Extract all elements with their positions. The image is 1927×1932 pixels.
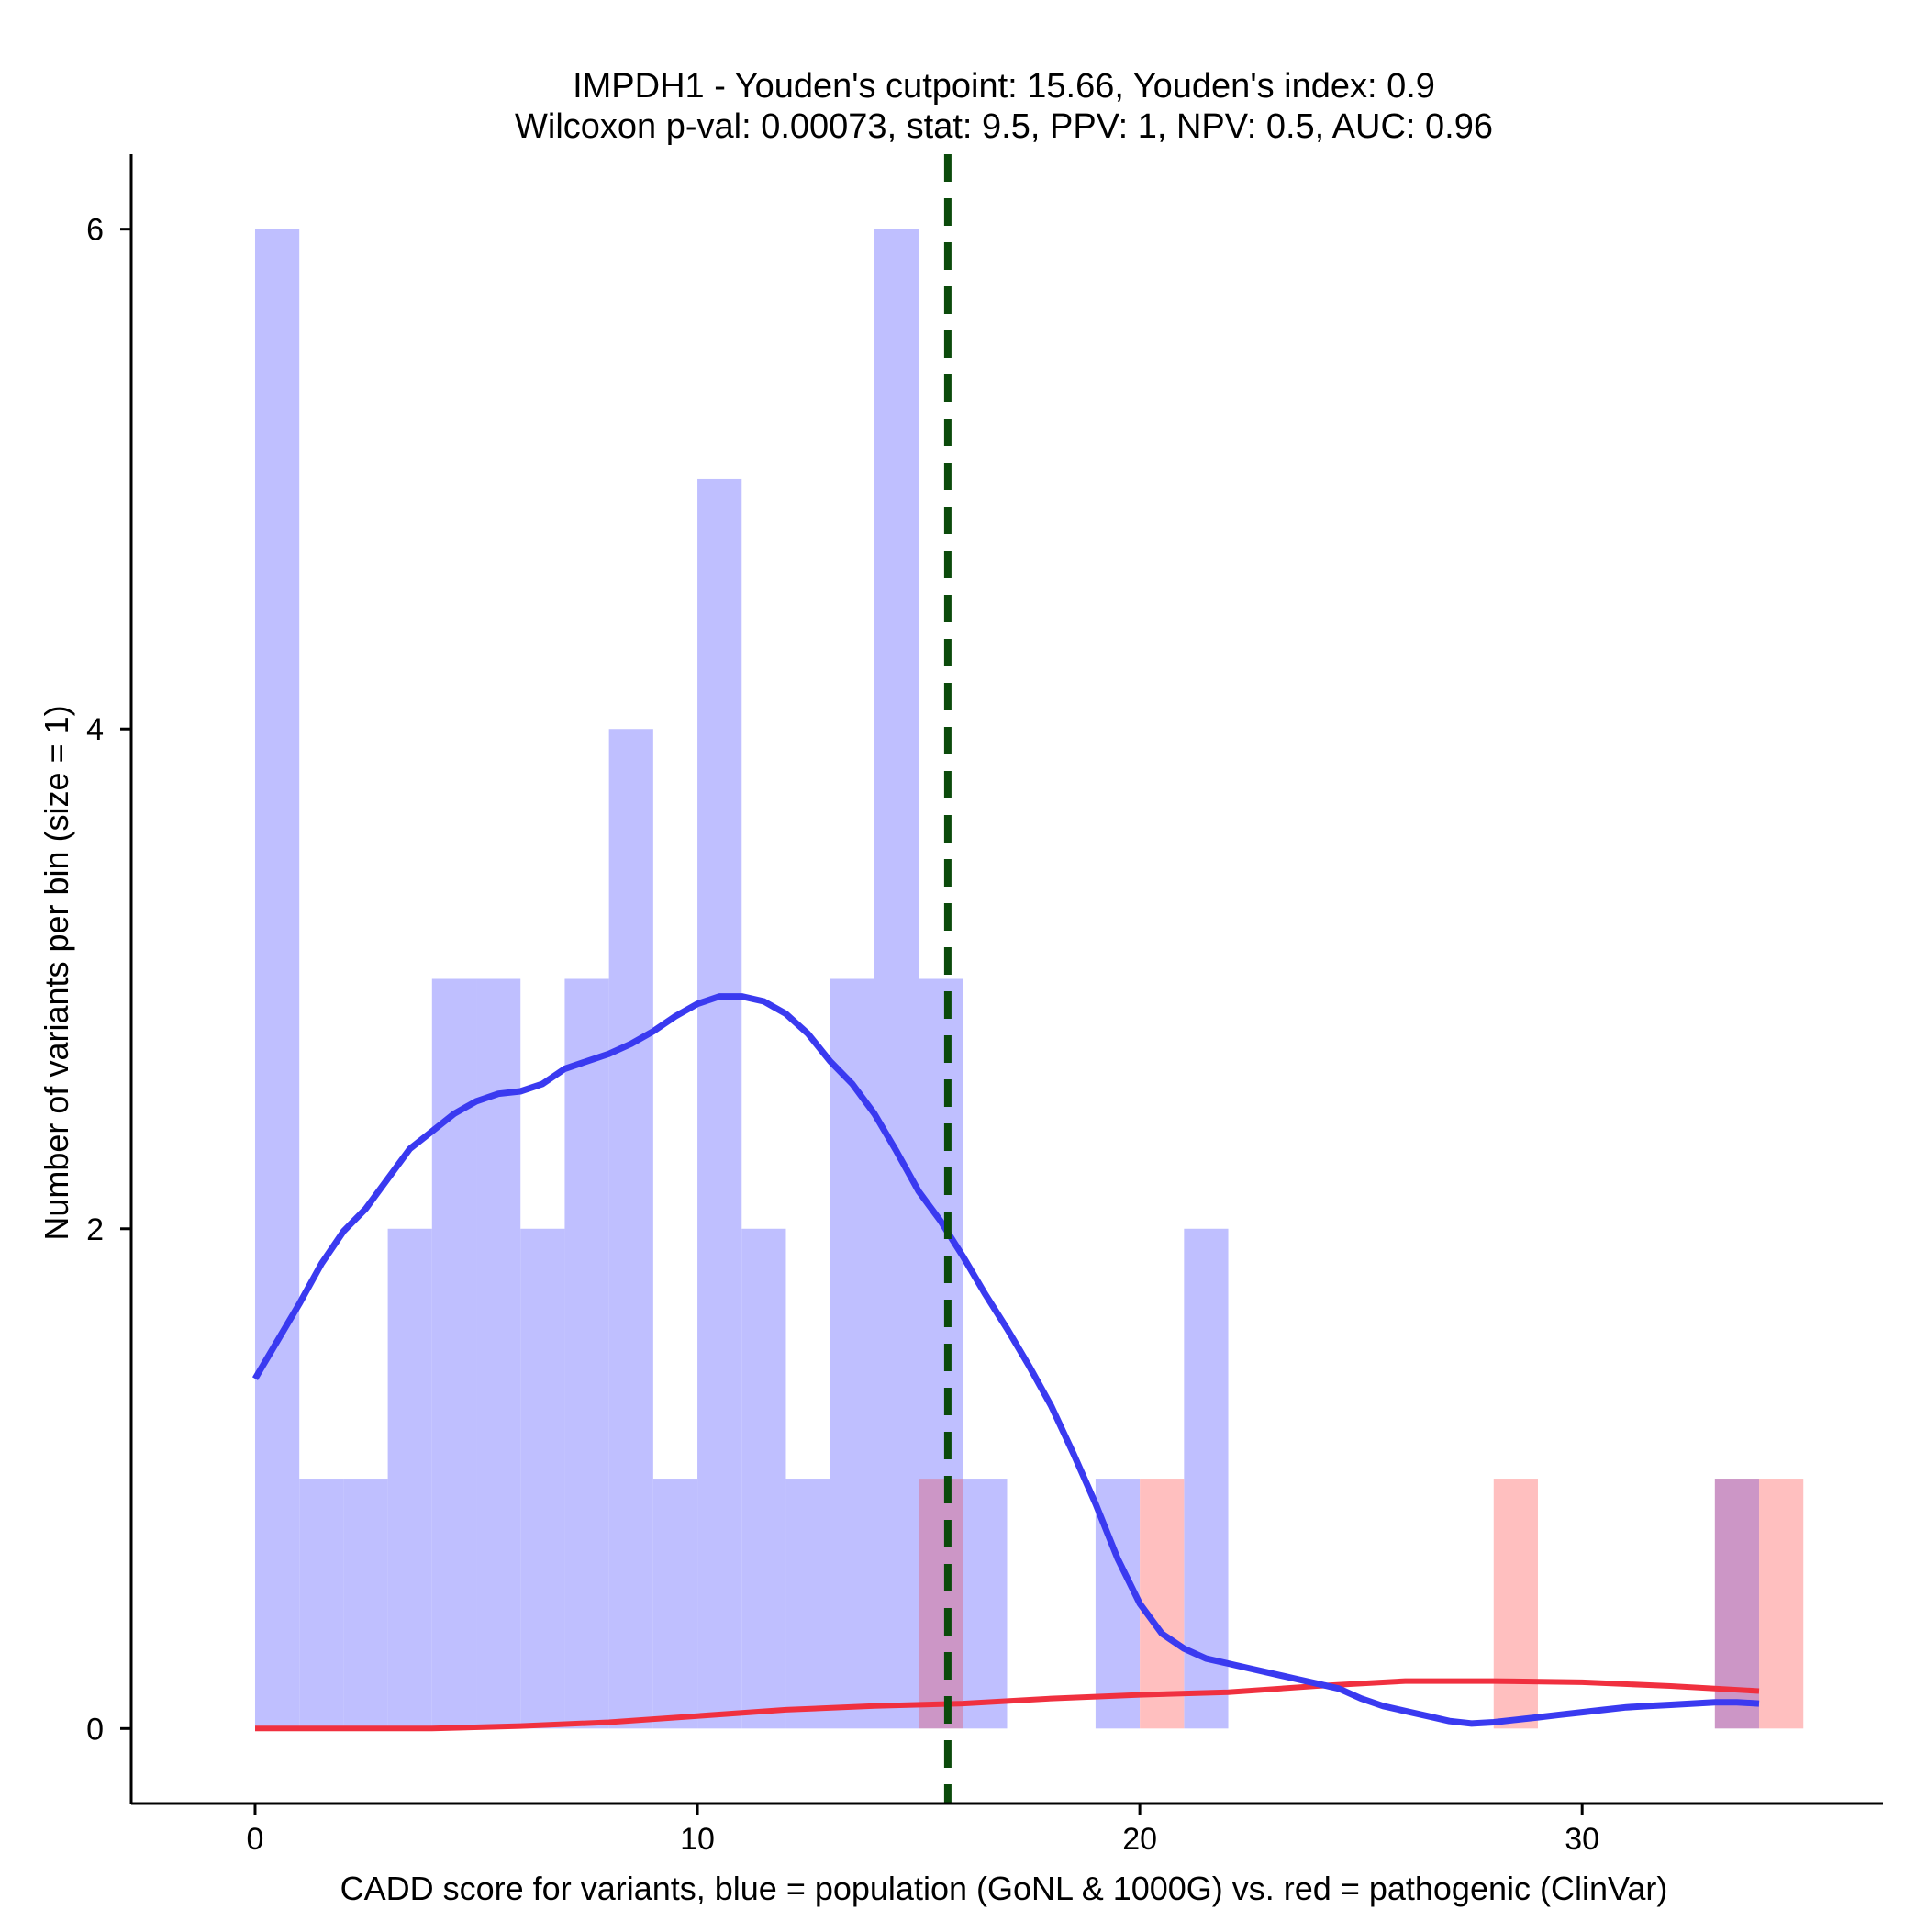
overlap-bar-15: [919, 1479, 964, 1729]
population-bar-12: [785, 1479, 830, 1729]
x-tick-label-30: 30: [1565, 1822, 1599, 1857]
pathogenic-density-line: [255, 1678, 1760, 1732]
x-tick-label-20: 20: [1122, 1822, 1157, 1857]
population-bar-1: [299, 1479, 344, 1729]
y-tick-label-4: 4: [86, 712, 104, 747]
population-bar-11: [741, 1228, 786, 1729]
population-bar-5: [476, 978, 521, 1729]
population-bar-15: [919, 978, 964, 1480]
population-bar-6: [520, 1228, 565, 1729]
y-axis-label: Number of variants per bin (size = 1): [38, 705, 75, 1240]
pathogenic-bar-20: [1140, 1479, 1185, 1729]
population-bar-16: [963, 1479, 1008, 1729]
population-bar-10: [697, 478, 742, 1729]
density-lines-layer: [251, 154, 1760, 1804]
pathogenic-bar-34: [1759, 1479, 1804, 1729]
pathogenic-bar-28: [1493, 1479, 1538, 1729]
bars-layer: [254, 229, 1804, 1729]
population-bar-7: [564, 978, 609, 1729]
population-density-line: [251, 993, 1760, 1727]
population-bar-8: [608, 729, 653, 1729]
x-tick-label-10: 10: [680, 1822, 715, 1857]
x-tick-label-0: 0: [247, 1822, 264, 1857]
population-bar-4: [431, 978, 477, 1729]
chart-subtitle: Wilcoxon p-val: 0.00073, stat: 9.5, PPV:…: [515, 107, 1493, 146]
population-bar-14: [874, 229, 919, 1729]
population-bar-9: [652, 1479, 698, 1729]
axes-layer: [129, 154, 1883, 1805]
population-bar-21: [1184, 1228, 1229, 1729]
x-axis-label: CADD score for variants, blue = populati…: [340, 1870, 1668, 1907]
chart-title: IMPDH1 - Youden's cutpoint: 15.66, Youde…: [573, 67, 1435, 106]
y-tick-label-2: 2: [86, 1212, 104, 1247]
y-tick-label-0: 0: [86, 1712, 104, 1747]
ticks-layer: 0 10 20 30 0 2 4 6: [86, 213, 1599, 1857]
population-bar-3: [387, 1228, 432, 1729]
y-tick-label-6: 6: [86, 213, 104, 248]
population-bar-2: [343, 1479, 388, 1729]
population-bar-13: [830, 978, 874, 1729]
population-bar-0: [254, 229, 300, 1729]
